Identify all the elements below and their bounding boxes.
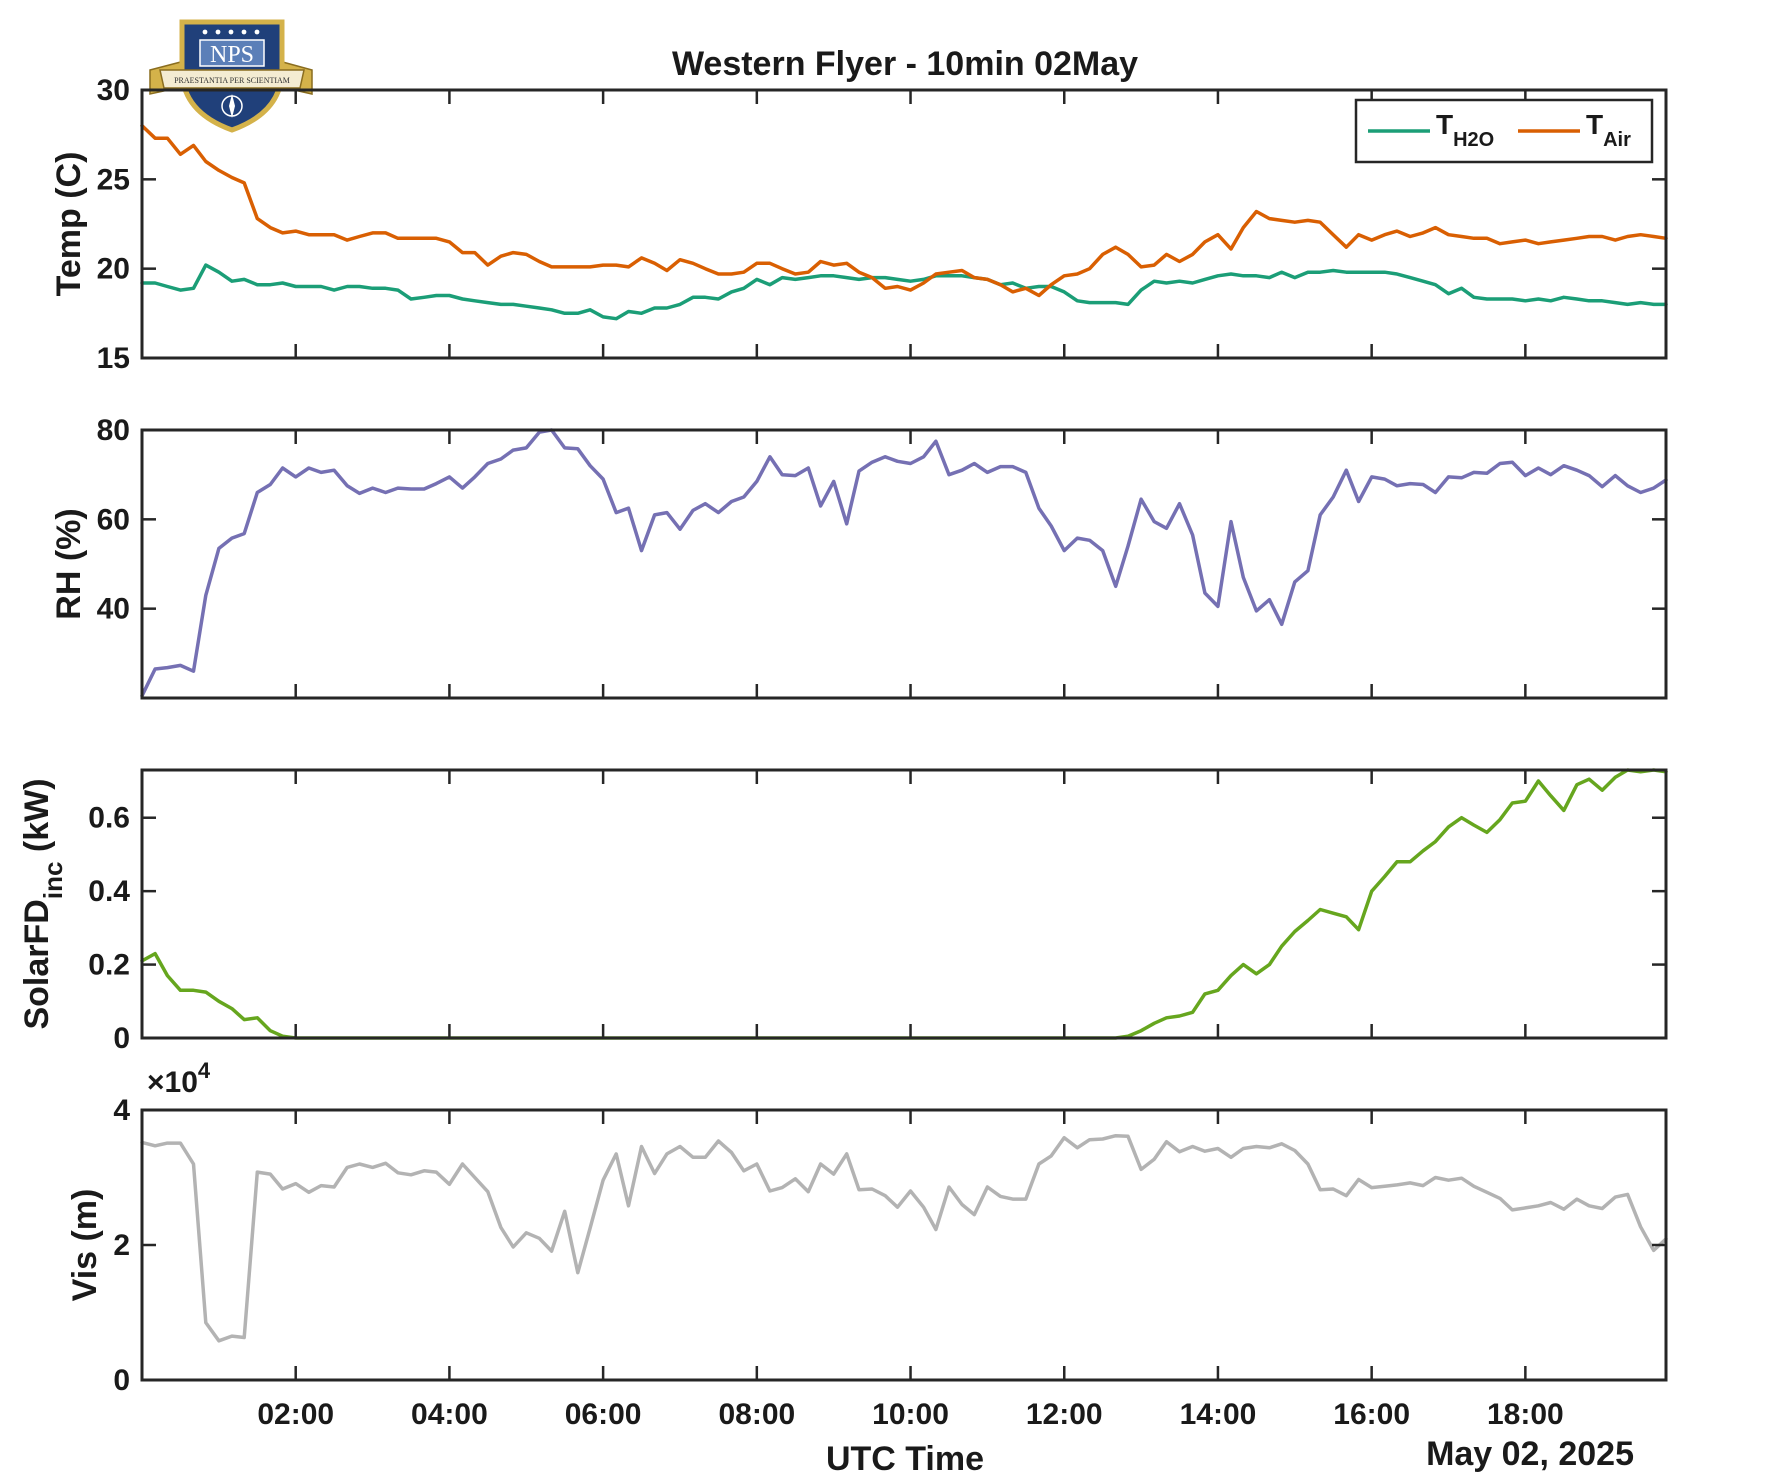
y-axis-label-2: SolarFDinc (kW) (18, 778, 68, 1029)
logo-star-4 (254, 29, 260, 35)
x-tick-label-7: 16:00 (1333, 1398, 1410, 1431)
y-tick-label-1-1: 60 (97, 503, 130, 536)
series-line-0-1 (140, 123, 1668, 298)
x-tick-label-8: 18:00 (1487, 1398, 1564, 1431)
solar-axes: 0 0.2 0.4 0.6 SolarFDinc (kW) (18, 768, 1668, 1055)
vis-axes: 02:00 04:00 06:00 08:00 10:00 12:00 14:00 16:00… (66, 1058, 1668, 1431)
logo-motto: PRAESTANTIA PER SCIENTIAM (174, 76, 290, 85)
legend: TH2O TAir (1354, 98, 1654, 164)
nps-logo: NPS PRAESTANTIA PER SCIENTIAM (149, 19, 313, 133)
y-tick-label-1-2: 80 (97, 414, 130, 447)
y-tick-label-0-2: 25 (97, 163, 130, 196)
y-tick-label-1-0: 40 (97, 593, 130, 626)
y-axis-label-1: RH (%) (50, 508, 88, 619)
x-tick-label-0: 02:00 (257, 1398, 334, 1431)
y-tick-label-2-1: 0.2 (88, 949, 130, 982)
plot-frame-1 (140, 428, 1668, 700)
temp-axes: 15 20 25 30 Temp (C) TH2O TAir (50, 74, 1668, 375)
y-tick-label-0-1: 20 (97, 253, 130, 286)
series-line-0-0 (140, 263, 1668, 321)
x-tick-label-1: 04:00 (411, 1398, 488, 1431)
y-tick-label-2-3: 0.6 (88, 802, 130, 835)
y-tick-label-2-2: 0.4 (88, 875, 130, 908)
series-line-3-0 (140, 1133, 1668, 1343)
logo-ribbon (159, 69, 305, 89)
logo-plaque (199, 39, 265, 67)
series-line-1-0 (140, 428, 1668, 698)
plot-frame-3 (140, 1108, 1668, 1382)
y-tick-label-2-0: 0 (113, 1022, 130, 1055)
logo-compass-needle (229, 94, 235, 118)
exponent-label: ×104 (147, 1058, 211, 1099)
x-axis-label: UTC Time (826, 1440, 984, 1476)
plot-frame-0 (140, 88, 1668, 360)
logo-star-3 (241, 29, 247, 35)
x-tick-label-3: 08:00 (718, 1398, 795, 1431)
date-label: May 02, 2025 (1426, 1435, 1634, 1473)
y-tick-label-0-0: 15 (97, 342, 130, 375)
y-tick-label-3-0: 0 (113, 1364, 130, 1397)
logo-star-2 (228, 29, 234, 35)
logo-text: NPS (210, 42, 254, 68)
logo-star-0 (202, 29, 208, 35)
legend-label-0: TH2O (1436, 109, 1494, 151)
x-tick-label-5: 12:00 (1026, 1398, 1103, 1431)
plot-frame-2 (140, 768, 1668, 1040)
figure-title: Western Flyer - 10min 02May (672, 45, 1138, 83)
y-tick-label-3-1: 2 (113, 1229, 130, 1262)
x-tick-label-4: 10:00 (872, 1398, 949, 1431)
series-line-2-0 (140, 768, 1668, 1040)
y-axis-label-0: Temp (C) (50, 152, 88, 297)
legend-label-1: TAir (1586, 109, 1631, 151)
y-tick-label-3-2: 4 (113, 1094, 130, 1127)
rh-axes: 40 60 80 RH (%) (50, 414, 1668, 700)
y-axis-label-3: Vis (m) (66, 1189, 104, 1302)
y-tick-label-0-3: 30 (97, 74, 130, 107)
logo-star-1 (215, 29, 221, 35)
x-tick-label-2: 06:00 (565, 1398, 642, 1431)
x-tick-label-6: 14:00 (1180, 1398, 1257, 1431)
